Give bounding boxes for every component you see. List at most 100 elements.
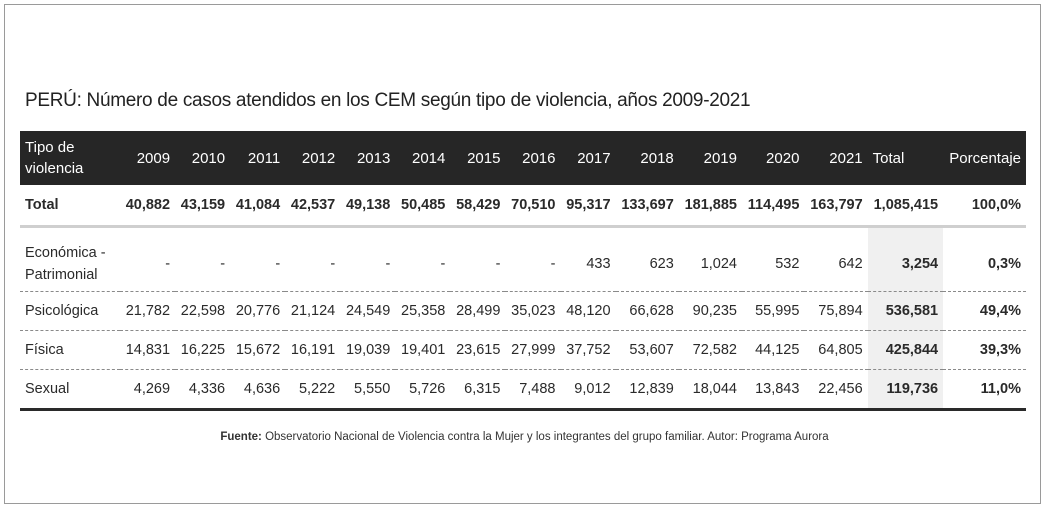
cell-value: 163,797 [804,185,868,228]
header-year: 2018 [615,131,679,185]
cell-total: 3,254 [867,237,944,292]
cell-value: - [340,237,396,292]
header-year: 2021 [804,131,868,185]
source-label: Fuente: [220,431,262,443]
header-year: 2015 [450,131,506,185]
header-year: 2009 [120,131,176,185]
cell-value: 66,628 [615,291,679,331]
cell-value: 64,805 [804,330,868,370]
header-year: 2020 [742,131,805,185]
row-label: Física [20,330,120,370]
cell-value: 53,607 [615,330,679,370]
cell-value: 24,549 [340,291,396,331]
cell-value: 49,138 [340,185,396,228]
violence-cases-table: Tipo de violencia 2009 2010 2011 2012 20… [20,131,1026,411]
header-year: 2016 [505,131,561,185]
spacer-row [20,226,1026,237]
cell-value: 4,336 [175,369,231,411]
cell-value: 90,235 [678,291,742,331]
table-row: Física 14,831 16,225 15,672 16,191 19,03… [20,330,1026,370]
cell-value: 5,550 [340,369,396,411]
cell-value: 58,429 [450,185,506,228]
cell-value: 4,269 [120,369,176,411]
cell-value: 1,024 [678,237,742,292]
header-year: 2012 [285,131,341,185]
row-label: Psicológica [20,291,120,331]
header-percent: Porcentaje [943,131,1026,185]
cell-value: 5,726 [395,369,451,411]
cell-value: 9,012 [560,369,616,411]
cell-percent: 0,3% [943,237,1026,292]
cell-value: 19,039 [340,330,396,370]
cell-value: - [395,237,451,292]
cell-percent: 49,4% [943,291,1026,331]
row-label: Sexual [20,369,120,411]
cell-value: - [505,237,561,292]
cell-value: 16,225 [175,330,231,370]
cell-value: 35,023 [505,291,561,331]
cell-value: 95,317 [560,185,616,228]
cell-value: 40,882 [120,185,176,228]
cell-value: 13,843 [742,369,805,411]
row-label-line: Económica - [25,245,106,261]
cell-value: 181,885 [678,185,742,228]
cell-value: 50,485 [395,185,451,228]
cell-total: 425,844 [867,330,944,370]
cell-value: 4,636 [230,369,286,411]
cell-value: 14,831 [120,330,176,370]
header-year: 2013 [340,131,396,185]
cell-value: 22,456 [804,369,868,411]
table-row: Económica - Patrimonial - - - - - - - - 4… [20,237,1026,292]
cell-value: 28,499 [450,291,506,331]
cell-value: 27,999 [505,330,561,370]
cell-total: 1,085,415 [867,185,944,228]
cell-total: 536,581 [867,291,944,331]
cell-percent: 100,0% [943,185,1026,228]
cell-value: 7,488 [505,369,561,411]
cell-value: 22,598 [175,291,231,331]
cell-value: - [175,237,231,292]
cell-value: - [120,237,176,292]
cell-percent: 11,0% [943,369,1026,411]
cell-value: 12,839 [615,369,679,411]
cell-value: 44,125 [742,330,805,370]
cell-value: 21,124 [285,291,341,331]
cell-value: 55,995 [742,291,805,331]
cell-value: - [230,237,286,292]
cell-total: 119,736 [867,369,944,411]
cell-value: 41,084 [230,185,286,228]
cell-value: 70,510 [505,185,561,228]
header-total: Total [867,131,944,185]
cell-value: - [285,237,341,292]
cell-value: 16,191 [285,330,341,370]
cell-value: 5,222 [285,369,341,411]
cell-value: 20,776 [230,291,286,331]
header-type: Tipo de violencia [20,131,120,185]
cell-value: 133,697 [615,185,679,228]
cell-value: 532 [742,237,805,292]
cell-value: 18,044 [678,369,742,411]
header-year: 2011 [230,131,286,185]
cell-value: - [450,237,506,292]
table-row: Psicológica 21,782 22,598 20,776 21,124 … [20,291,1026,331]
cell-value: 75,894 [804,291,868,331]
cell-value: 623 [615,237,679,292]
table-title: PERÚ: Número de casos atendidos en los C… [25,90,751,111]
cell-value: 642 [804,237,868,292]
cell-value: 6,315 [450,369,506,411]
cell-value: 114,495 [742,185,805,228]
cell-value: 433 [560,237,616,292]
header-year: 2010 [175,131,231,185]
total-row: Total 40,882 43,159 41,084 42,537 49,138… [20,185,1026,228]
header-year: 2019 [678,131,742,185]
row-label-line: Patrimonial [25,267,98,283]
cell-value: 21,782 [120,291,176,331]
cell-value: 15,672 [230,330,286,370]
table-row: Sexual 4,269 4,336 4,636 5,222 5,550 5,7… [20,369,1026,411]
cell-value: 43,159 [175,185,231,228]
cell-value: 37,752 [560,330,616,370]
header-row: Tipo de violencia 2009 2010 2011 2012 20… [20,131,1026,185]
cell-value: 72,582 [678,330,742,370]
cell-value: 48,120 [560,291,616,331]
cell-value: 42,537 [285,185,341,228]
